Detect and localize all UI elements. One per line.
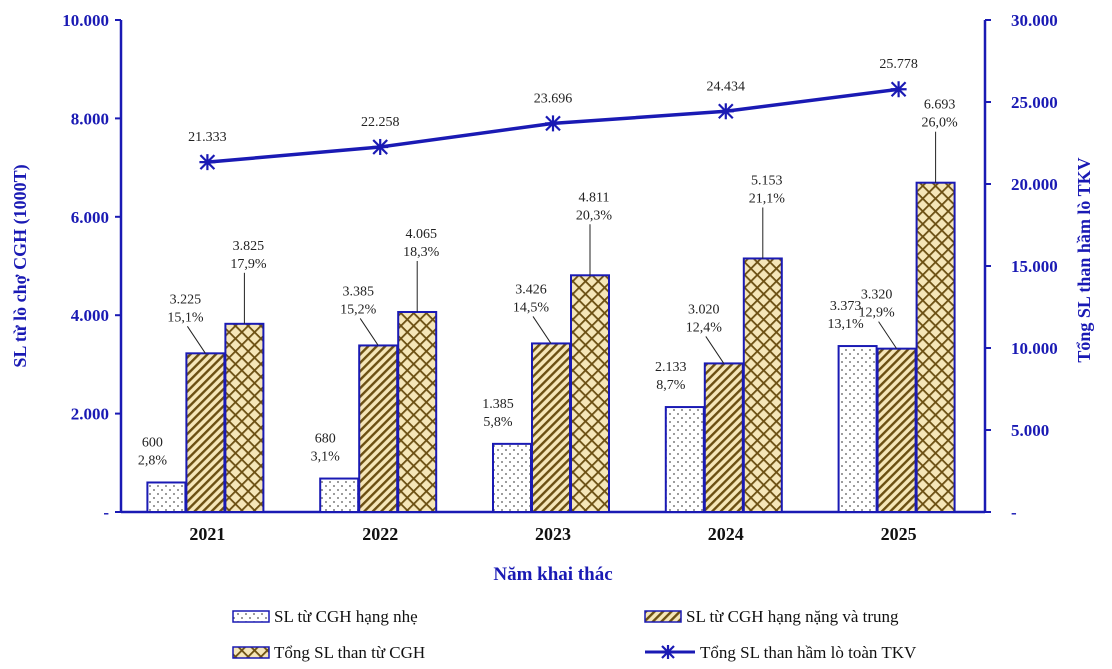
- bar-pct-label: 14,5%: [513, 300, 550, 315]
- line-series: 21.333 22.258 23.696 24.434 25.778: [188, 57, 918, 171]
- bar-pct-label: 15,1%: [167, 310, 204, 325]
- bar-dots: [146, 481, 187, 514]
- line-marker: [199, 154, 216, 171]
- legend-item-total-tkv: Tổng SL than hầm lò toàn TKV: [645, 643, 917, 662]
- line-value-label: 24.434: [707, 79, 746, 94]
- bar-pct-label: 18,3%: [403, 245, 440, 260]
- bar-dots: [664, 406, 705, 513]
- left-tick-label: 4.000: [71, 306, 109, 325]
- label-leader: [878, 321, 898, 349]
- bar-crosshatch: [915, 181, 956, 513]
- left-tick-label: 2.000: [71, 405, 109, 424]
- category-label: 2024: [708, 524, 744, 544]
- bar-value-label: 4.811: [579, 190, 610, 205]
- category-labels: 2021 2022 2023 2024 2025: [189, 524, 916, 544]
- bar-value-label: 3.385: [342, 284, 374, 299]
- bar-dots: [492, 442, 532, 513]
- left-tick-label: 10.000: [62, 11, 109, 30]
- right-axis-ticks: - 5.000 10.000 15.000 20.000 25.000 30.000: [985, 11, 1058, 522]
- label-leader: [359, 318, 379, 346]
- bar-value-label: 680: [315, 432, 336, 447]
- bar-value-label: 6.693: [924, 98, 956, 113]
- legend-item-total-cgh: Tổng SL than từ CGH: [232, 643, 425, 662]
- bar-dots: [319, 477, 360, 514]
- category-label: 2021: [189, 524, 225, 544]
- bar-value-label: 600: [142, 435, 163, 450]
- bar-diagonal: [876, 347, 917, 513]
- bar-crosshatch: [397, 311, 438, 514]
- bars: [146, 181, 956, 514]
- bar-value-label: 3.225: [170, 292, 202, 307]
- line-marker: [717, 103, 734, 120]
- line-value-label: 22.258: [361, 115, 400, 130]
- line-marker: [890, 81, 907, 98]
- right-axis-title: Tổng SL than hầm lò TKV: [1074, 157, 1094, 362]
- right-tick-label: 30.000: [1011, 11, 1058, 30]
- bar-crosshatch: [742, 257, 783, 514]
- category-label: 2025: [881, 524, 917, 544]
- bar-diagonal: [185, 352, 226, 513]
- bar-crosshatch: [224, 322, 265, 513]
- bar-value-label: 5.153: [751, 173, 783, 188]
- legend-item-heavy: SL từ CGH hạng nặng và trung: [644, 607, 899, 626]
- label-leader: [186, 326, 206, 354]
- bar-pct-label: 2,8%: [138, 453, 168, 468]
- bar-value-label: 4.065: [405, 227, 437, 242]
- category-label: 2023: [535, 524, 571, 544]
- bar-pct-label: 20,3%: [576, 208, 613, 223]
- bar-pct-label: 12,4%: [686, 320, 723, 335]
- bar-value-label: 3.320: [861, 288, 893, 303]
- right-tick-label: 25.000: [1011, 93, 1058, 112]
- category-label: 2022: [362, 524, 398, 544]
- left-tick-label: 8.000: [71, 109, 109, 128]
- bar-value-label: 3.825: [233, 239, 265, 254]
- label-leaders: [186, 131, 937, 364]
- bar-crosshatch: [570, 274, 610, 513]
- bar-value-label: 3.020: [688, 302, 720, 317]
- bar-pct-label: 8,7%: [656, 378, 686, 393]
- bar-pct-label: 12,9%: [859, 306, 896, 321]
- bar-diagonal: [358, 344, 399, 514]
- bar-value-label: 2.133: [655, 360, 687, 375]
- bar-pct-label: 3,1%: [311, 450, 341, 465]
- bar-diagonal: [703, 362, 744, 513]
- bar-value-label: 3.373: [830, 299, 862, 314]
- left-tick-label: 6.000: [71, 208, 109, 227]
- line-value-label: 25.778: [879, 57, 918, 72]
- legend-item-light: SL từ CGH hạng nhẹ: [232, 607, 418, 626]
- svg-text:Tổng SL than từ CGH: Tổng SL than từ CGH: [274, 643, 425, 662]
- x-axis-title: Năm khai thác: [493, 564, 612, 585]
- bar-pct-label: 5,8%: [483, 415, 513, 430]
- bar-value-label: 3.426: [515, 282, 547, 297]
- svg-text:SL từ CGH hạng nặng và trung: SL từ CGH hạng nặng và trung: [686, 607, 899, 626]
- bar-labels: 600 2,8% 3.225 15,1% 3.825 17,9% 680 3,1% 3.385 1…: [138, 98, 958, 469]
- right-tick-label: 20.000: [1011, 175, 1058, 194]
- bar-pct-label: 21,1%: [749, 191, 786, 206]
- line-value-label: 23.696: [534, 91, 573, 106]
- legend: SL từ CGH hạng nhẹ SL từ CGH hạng nặng v…: [232, 607, 917, 662]
- bar-dots: [837, 345, 878, 513]
- line-value-label: 21.333: [188, 130, 227, 145]
- svg-text:SL từ CGH hạng nhẹ: SL từ CGH hạng nhẹ: [274, 607, 418, 626]
- svg-text:Tổng SL than hầm lò toàn TKV: Tổng SL than hầm lò toàn TKV: [700, 643, 917, 662]
- right-tick-label: 10.000: [1011, 339, 1058, 358]
- bar-diagonal: [531, 342, 571, 513]
- left-axis-ticks: - 2.000 4.000 6.000 8.000 10.000: [62, 11, 121, 522]
- left-axis-title: SL từ lò chợ CGH (1000T): [10, 164, 31, 367]
- right-tick-label: 15.000: [1011, 257, 1058, 276]
- bar-pct-label: 13,1%: [828, 317, 865, 332]
- label-leader: [532, 316, 552, 344]
- right-tick-label: 5.000: [1011, 421, 1049, 440]
- bar-value-label: 1.385: [482, 397, 514, 412]
- left-tick-label: -: [103, 503, 109, 522]
- bar-pct-label: 15,2%: [340, 302, 377, 317]
- line-marker: [545, 115, 561, 132]
- bar-pct-label: 17,9%: [230, 257, 267, 272]
- line-marker: [372, 138, 389, 155]
- right-tick-label: -: [1011, 503, 1017, 522]
- bar-pct-label: 26,0%: [922, 116, 959, 131]
- label-leader: [705, 336, 725, 364]
